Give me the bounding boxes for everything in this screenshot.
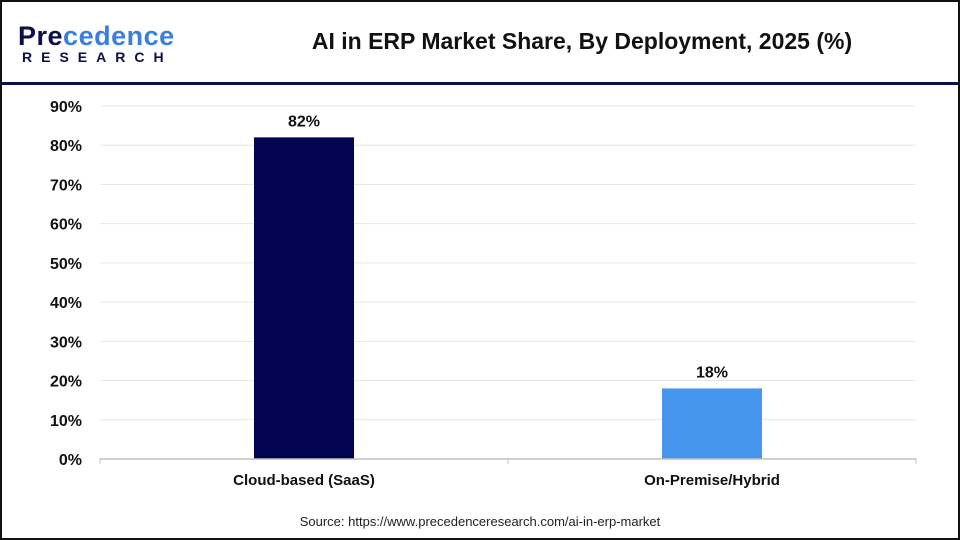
y-tick-label: 90%	[50, 99, 82, 116]
y-tick-label: 20%	[50, 374, 82, 391]
bar	[662, 388, 762, 459]
y-tick-label: 70%	[50, 177, 82, 194]
logo-text-accent: cedence	[63, 21, 175, 51]
y-tick-label: 40%	[50, 295, 82, 312]
logo-text-dark: Pre	[18, 21, 64, 51]
data-label: 18%	[696, 364, 728, 381]
source-note: Source: https://www.precedenceresearch.c…	[299, 514, 661, 529]
logo-subtext: RESEARCH	[22, 49, 173, 65]
y-tick-label: 10%	[50, 413, 82, 430]
y-tick-label: 50%	[50, 256, 82, 273]
y-tick-label: 30%	[50, 334, 82, 351]
precedence-research-logo: Precedence RESEARCH	[18, 22, 175, 64]
data-label: 82%	[288, 113, 320, 130]
header: Precedence RESEARCH AI in ERP Market Sha…	[2, 2, 958, 85]
x-category-label: Cloud-based (SaaS)	[233, 472, 375, 489]
bar	[254, 137, 354, 459]
y-tick-label: 60%	[50, 217, 82, 234]
x-category-label: On-Premise/Hybrid	[644, 472, 780, 489]
y-tick-label: 80%	[50, 138, 82, 155]
y-tick-label: 0%	[59, 452, 82, 469]
chart-title: AI in ERP Market Share, By Deployment, 2…	[311, 28, 853, 54]
